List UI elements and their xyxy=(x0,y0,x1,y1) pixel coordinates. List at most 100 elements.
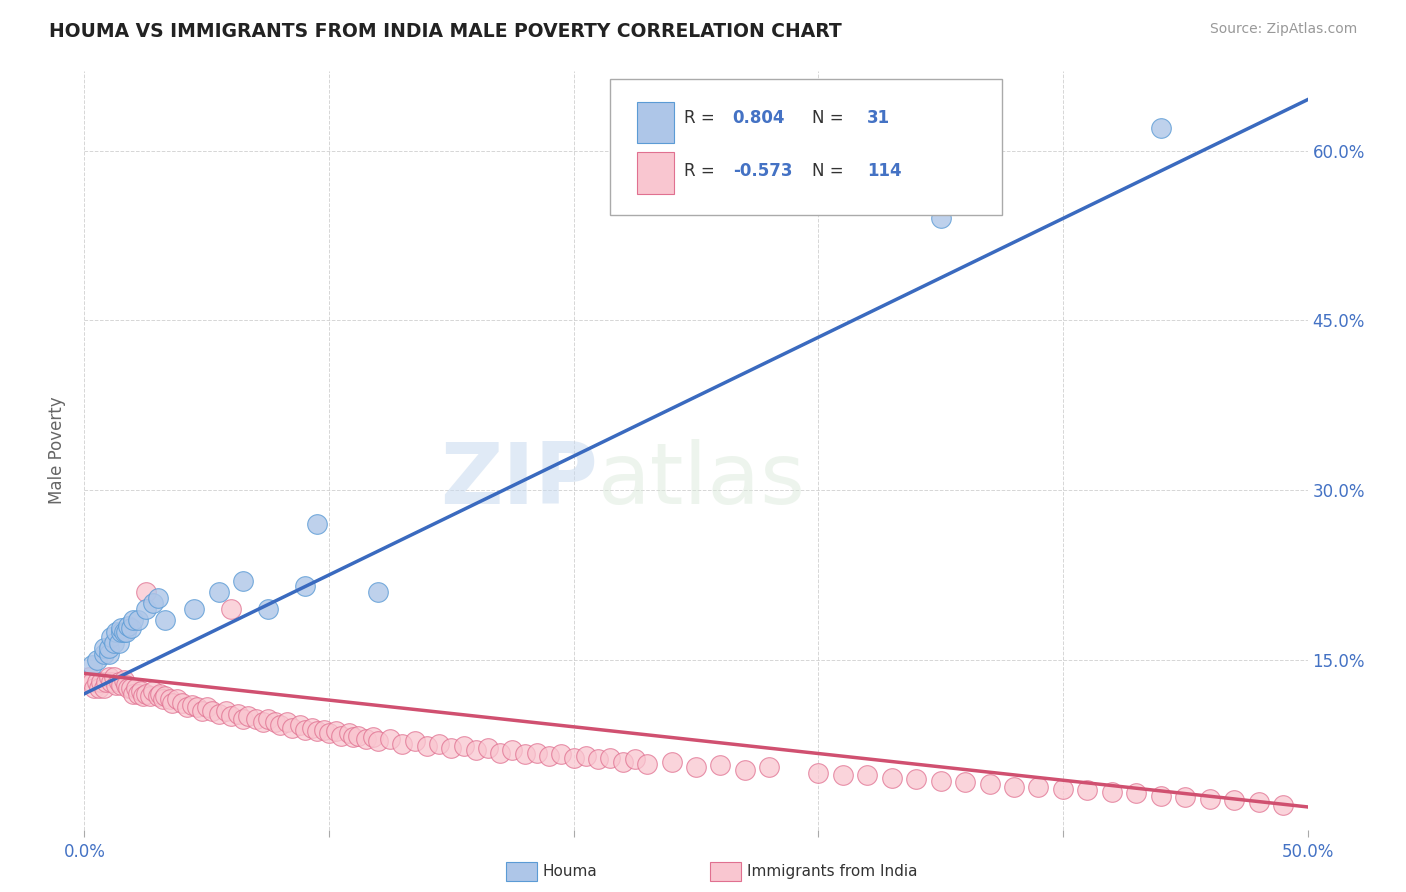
Point xyxy=(159,692,181,706)
Point xyxy=(367,585,389,599)
Point xyxy=(1272,797,1295,812)
Point xyxy=(153,613,176,627)
Point xyxy=(87,681,110,695)
Point xyxy=(1247,796,1270,810)
Point xyxy=(135,602,157,616)
Point xyxy=(599,751,621,765)
Point xyxy=(685,760,707,774)
Point xyxy=(77,670,100,684)
Point xyxy=(135,585,157,599)
Point xyxy=(172,696,194,710)
Point xyxy=(354,732,377,747)
Point xyxy=(318,726,340,740)
Point xyxy=(367,734,389,748)
Point xyxy=(122,687,145,701)
Point xyxy=(215,704,238,718)
Point xyxy=(97,641,120,656)
Point xyxy=(142,684,165,698)
Point xyxy=(152,692,174,706)
Point xyxy=(115,678,138,692)
Point xyxy=(146,591,169,605)
FancyBboxPatch shape xyxy=(637,102,673,144)
Point xyxy=(856,768,879,782)
Point xyxy=(132,689,155,703)
Point xyxy=(195,700,218,714)
Point xyxy=(709,758,731,772)
Point xyxy=(93,647,115,661)
Point xyxy=(257,602,280,616)
Point xyxy=(1198,792,1220,806)
Point xyxy=(281,721,304,735)
Point xyxy=(93,681,115,695)
Text: N =: N = xyxy=(813,162,849,180)
Point xyxy=(489,746,512,760)
Point xyxy=(325,724,347,739)
Point xyxy=(734,763,756,777)
Point xyxy=(149,687,172,701)
Point xyxy=(342,730,364,744)
Point xyxy=(86,653,108,667)
Point xyxy=(550,747,572,761)
Text: atlas: atlas xyxy=(598,439,806,523)
Text: 0.804: 0.804 xyxy=(733,110,785,128)
Point xyxy=(612,755,634,769)
Point xyxy=(219,709,242,723)
Point xyxy=(90,675,112,690)
Point xyxy=(103,636,125,650)
Point xyxy=(758,760,780,774)
Point xyxy=(93,641,115,656)
Point xyxy=(139,689,162,703)
Point xyxy=(538,749,561,764)
Point xyxy=(127,687,149,701)
Text: 114: 114 xyxy=(868,162,901,180)
Point xyxy=(117,619,139,633)
Point xyxy=(181,698,204,712)
Point xyxy=(232,712,254,726)
Point xyxy=(294,723,316,737)
Point xyxy=(347,729,370,743)
Point xyxy=(1174,789,1197,804)
Point xyxy=(97,647,120,661)
Point xyxy=(191,704,214,718)
Point xyxy=(219,602,242,616)
Point xyxy=(1150,120,1173,135)
Point xyxy=(288,718,311,732)
Point xyxy=(562,751,585,765)
Point xyxy=(880,771,903,785)
Point xyxy=(238,709,260,723)
Point xyxy=(120,681,142,695)
Point xyxy=(464,743,486,757)
Point xyxy=(162,696,184,710)
Point xyxy=(502,743,524,757)
Text: HOUMA VS IMMIGRANTS FROM INDIA MALE POVERTY CORRELATION CHART: HOUMA VS IMMIGRANTS FROM INDIA MALE POVE… xyxy=(49,22,842,41)
Text: ZIP: ZIP xyxy=(440,439,598,523)
Point xyxy=(129,684,152,698)
Point xyxy=(127,613,149,627)
Point xyxy=(513,747,536,761)
Point xyxy=(337,726,360,740)
Point xyxy=(807,766,830,780)
Point xyxy=(100,675,122,690)
FancyBboxPatch shape xyxy=(637,153,673,194)
Point xyxy=(96,675,118,690)
Point xyxy=(440,741,463,756)
Point xyxy=(624,752,647,766)
Text: R =: R = xyxy=(683,110,720,128)
Text: Source: ZipAtlas.com: Source: ZipAtlas.com xyxy=(1209,22,1357,37)
Point xyxy=(166,692,188,706)
Point xyxy=(314,723,336,737)
Point xyxy=(575,749,598,764)
Point xyxy=(1028,780,1050,794)
Point xyxy=(208,707,231,722)
Point xyxy=(416,739,439,753)
Point xyxy=(380,732,402,747)
Point xyxy=(80,675,103,690)
Point xyxy=(105,678,128,692)
Point xyxy=(636,756,658,771)
Point xyxy=(252,714,274,729)
Point xyxy=(453,739,475,753)
Point xyxy=(953,775,976,789)
FancyBboxPatch shape xyxy=(610,79,1002,216)
Point xyxy=(1076,783,1098,797)
Point xyxy=(477,741,499,756)
